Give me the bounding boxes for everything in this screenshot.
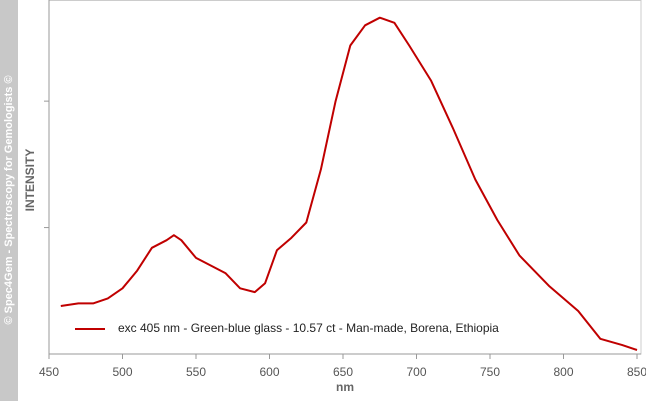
spectrum-line — [60, 16, 638, 351]
x-tick-label: 550 — [186, 365, 206, 379]
x-tick-label: 650 — [333, 365, 353, 379]
credit-band — [0, 0, 18, 401]
x-tick-label: 500 — [112, 365, 132, 379]
legend-label: exc 405 nm - Green-blue glass - 10.57 ct… — [118, 321, 499, 335]
x-tick-label: 700 — [406, 365, 426, 379]
x-tick-label: 600 — [259, 365, 279, 379]
credit: © Spec4Gem - Spectroscopy for Gemologist… — [3, 75, 15, 324]
x-axis-label: nm — [336, 380, 354, 394]
x-tick-label: 750 — [480, 365, 500, 379]
x-tick-label: 850 — [627, 365, 646, 379]
y-axis-label: INTENSITY — [23, 149, 37, 212]
x-tick-label: 800 — [553, 365, 573, 379]
plot-frame — [48, 0, 642, 355]
x-tick-label: 450 — [39, 365, 59, 379]
